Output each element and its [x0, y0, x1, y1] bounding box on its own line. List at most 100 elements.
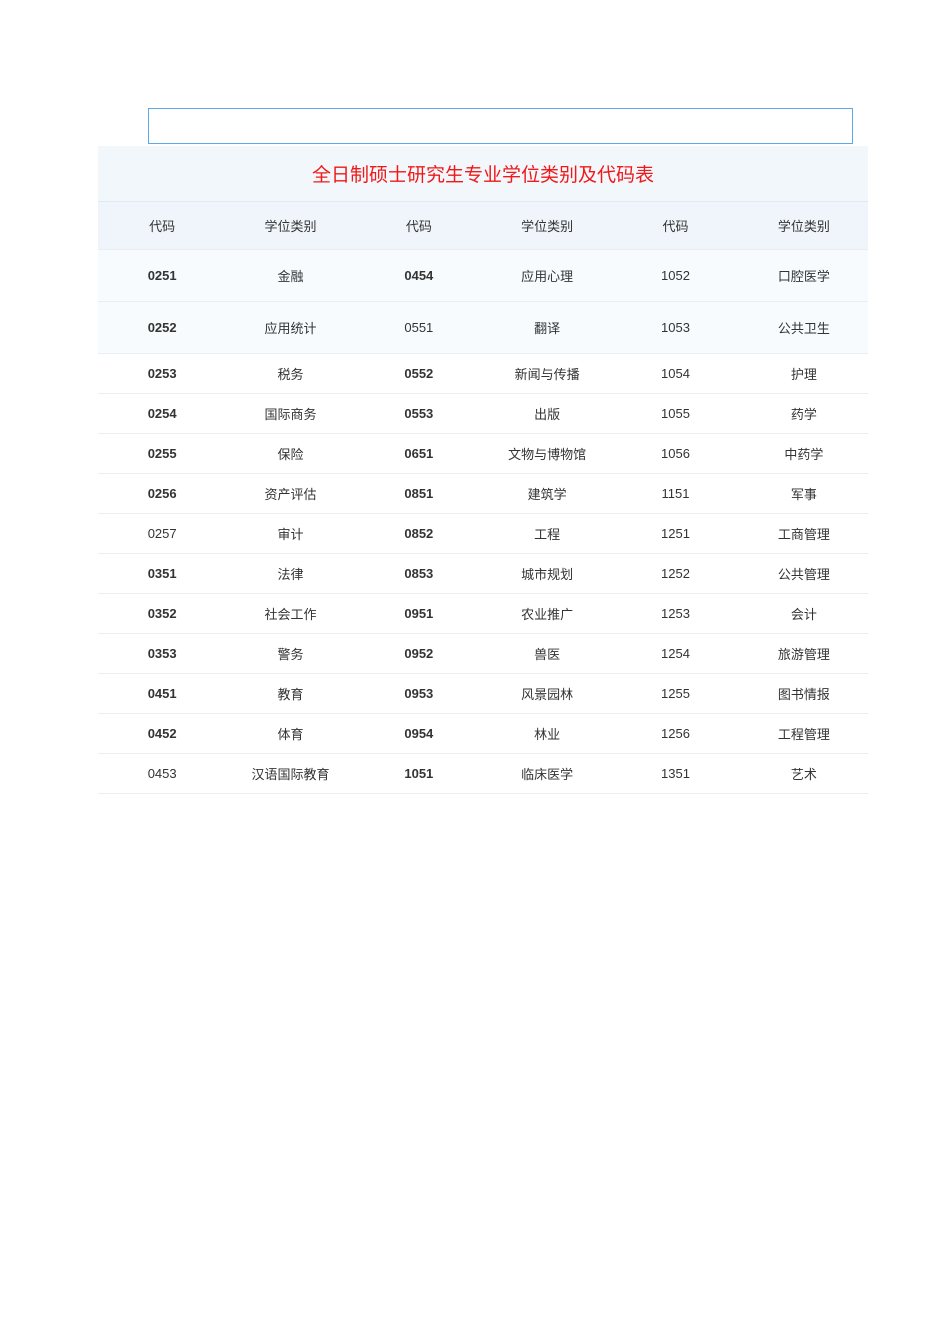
code-cell: 1056	[611, 434, 739, 474]
code-cell: 1255	[611, 674, 739, 714]
code-cell: 0251	[98, 250, 226, 302]
code-cell: 1256	[611, 714, 739, 754]
degree-cell: 应用心理	[483, 250, 611, 302]
header-code-1: 代码	[98, 202, 226, 250]
table-row: 0256资产评估0851建筑学1151军事	[98, 474, 868, 514]
degree-cell: 风景园林	[483, 674, 611, 714]
code-cell: 0256	[98, 474, 226, 514]
code-cell: 1052	[611, 250, 739, 302]
table-row: 0257审计0852工程1251工商管理	[98, 514, 868, 554]
degree-cell: 资产评估	[226, 474, 354, 514]
code-cell: 1251	[611, 514, 739, 554]
degree-cell: 文物与博物馆	[483, 434, 611, 474]
degree-cell: 体育	[226, 714, 354, 754]
code-cell: 1351	[611, 754, 739, 794]
code-cell: 0853	[355, 554, 483, 594]
code-cell: 0255	[98, 434, 226, 474]
degree-cell: 旅游管理	[740, 634, 868, 674]
code-cell: 0551	[355, 302, 483, 354]
table-row: 0353警务0952兽医1254旅游管理	[98, 634, 868, 674]
degree-cell: 公共管理	[740, 554, 868, 594]
table-row: 0252应用统计0551翻译1053公共卫生	[98, 302, 868, 354]
code-cell: 0454	[355, 250, 483, 302]
degree-cell: 工程	[483, 514, 611, 554]
degree-cell: 图书情报	[740, 674, 868, 714]
top-ruled-box	[148, 108, 853, 144]
header-degree-2: 学位类别	[483, 202, 611, 250]
degree-cell: 出版	[483, 394, 611, 434]
code-cell: 1151	[611, 474, 739, 514]
degree-cell: 社会工作	[226, 594, 354, 634]
code-cell: 1253	[611, 594, 739, 634]
table-row: 0453汉语国际教育1051临床医学1351艺术	[98, 754, 868, 794]
table-row: 0253税务0552新闻与传播1054护理	[98, 354, 868, 394]
code-cell: 1053	[611, 302, 739, 354]
degree-cell: 警务	[226, 634, 354, 674]
degree-cell: 保险	[226, 434, 354, 474]
code-cell: 0353	[98, 634, 226, 674]
degree-cell: 翻译	[483, 302, 611, 354]
degree-cell: 应用统计	[226, 302, 354, 354]
degree-cell: 中药学	[740, 434, 868, 474]
code-cell: 0453	[98, 754, 226, 794]
degree-cell: 临床医学	[483, 754, 611, 794]
table-row: 0255保险0651文物与博物馆1056中药学	[98, 434, 868, 474]
code-cell: 0952	[355, 634, 483, 674]
code-cell: 0852	[355, 514, 483, 554]
code-cell: 0352	[98, 594, 226, 634]
code-cell: 1055	[611, 394, 739, 434]
header-degree-3: 学位类别	[740, 202, 868, 250]
code-cell: 0254	[98, 394, 226, 434]
degree-cell: 工商管理	[740, 514, 868, 554]
degree-code-table: 代码 学位类别 代码 学位类别 代码 学位类别 0251金融0454应用心理10…	[98, 202, 868, 794]
header-code-2: 代码	[355, 202, 483, 250]
code-cell: 0951	[355, 594, 483, 634]
degree-code-table-container: 全日制硕士研究生专业学位类别及代码表 代码 学位类别 代码 学位类别 代码 学位…	[98, 146, 868, 794]
code-cell: 1252	[611, 554, 739, 594]
degree-cell: 会计	[740, 594, 868, 634]
degree-cell: 林业	[483, 714, 611, 754]
table-header-row: 代码 学位类别 代码 学位类别 代码 学位类别	[98, 202, 868, 250]
degree-cell: 护理	[740, 354, 868, 394]
degree-cell: 汉语国际教育	[226, 754, 354, 794]
code-cell: 0351	[98, 554, 226, 594]
code-cell: 0953	[355, 674, 483, 714]
degree-cell: 城市规划	[483, 554, 611, 594]
degree-cell: 军事	[740, 474, 868, 514]
code-cell: 0851	[355, 474, 483, 514]
table-title: 全日制硕士研究生专业学位类别及代码表	[312, 165, 654, 186]
table-body: 0251金融0454应用心理1052口腔医学0252应用统计0551翻译1053…	[98, 250, 868, 794]
degree-cell: 审计	[226, 514, 354, 554]
degree-cell: 税务	[226, 354, 354, 394]
code-cell: 0553	[355, 394, 483, 434]
code-cell: 0954	[355, 714, 483, 754]
table-row: 0254国际商务0553出版1055药学	[98, 394, 868, 434]
degree-cell: 艺术	[740, 754, 868, 794]
code-cell: 0651	[355, 434, 483, 474]
code-cell: 0253	[98, 354, 226, 394]
degree-cell: 建筑学	[483, 474, 611, 514]
code-cell: 1054	[611, 354, 739, 394]
degree-cell: 兽医	[483, 634, 611, 674]
code-cell: 0452	[98, 714, 226, 754]
code-cell: 0252	[98, 302, 226, 354]
code-cell: 1254	[611, 634, 739, 674]
header-degree-1: 学位类别	[226, 202, 354, 250]
table-title-row: 全日制硕士研究生专业学位类别及代码表	[98, 146, 868, 202]
degree-cell: 新闻与传播	[483, 354, 611, 394]
header-code-3: 代码	[611, 202, 739, 250]
degree-cell: 教育	[226, 674, 354, 714]
table-row: 0451教育0953风景园林1255图书情报	[98, 674, 868, 714]
degree-cell: 口腔医学	[740, 250, 868, 302]
degree-cell: 药学	[740, 394, 868, 434]
table-row: 0452体育0954林业1256工程管理	[98, 714, 868, 754]
degree-cell: 公共卫生	[740, 302, 868, 354]
table-row: 0251金融0454应用心理1052口腔医学	[98, 250, 868, 302]
code-cell: 0451	[98, 674, 226, 714]
degree-cell: 工程管理	[740, 714, 868, 754]
code-cell: 0552	[355, 354, 483, 394]
code-cell: 1051	[355, 754, 483, 794]
table-row: 0351法律0853城市规划1252公共管理	[98, 554, 868, 594]
degree-cell: 农业推广	[483, 594, 611, 634]
degree-cell: 金融	[226, 250, 354, 302]
